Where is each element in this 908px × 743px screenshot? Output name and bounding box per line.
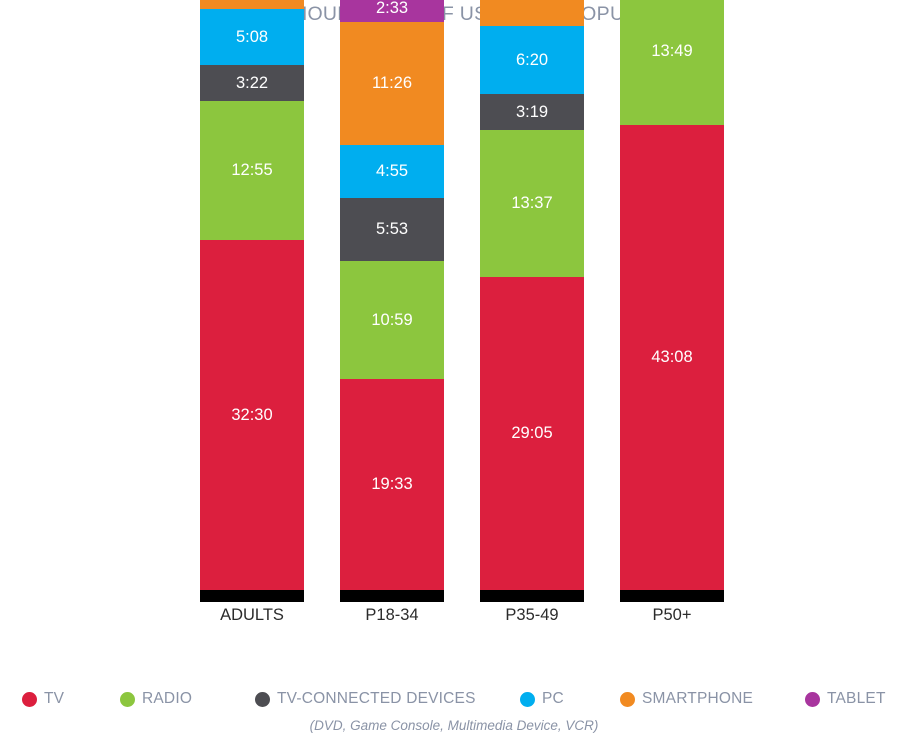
bar-segment: 13:37 — [480, 130, 584, 277]
bar-segment: 12:55 — [200, 100, 304, 240]
bar-segment: 19:33 — [340, 379, 444, 590]
legend-item[interactable]: PC — [520, 690, 564, 708]
legend-swatch-icon — [22, 691, 37, 707]
legend-swatch-icon — [620, 691, 635, 707]
legend-label: PC — [542, 690, 564, 707]
category-label: P50+ — [652, 606, 692, 624]
legend-label: TV-CONNECTED DEVICES — [277, 690, 476, 707]
bar-segment-value: 13:37 — [511, 194, 553, 213]
bar-base-strip — [480, 590, 584, 602]
bar-segment: 43:08 — [620, 125, 724, 590]
bar-segment-value: 32:30 — [231, 405, 273, 424]
bar-segment: 6:20 — [480, 26, 584, 95]
legend-label: TV — [44, 690, 65, 707]
bar-segment-value: 4:55 — [375, 162, 409, 181]
legend-subnote: (DVD, Game Console, Multimedia Device, V… — [309, 718, 599, 733]
bar-segment: 4:55 — [340, 144, 444, 198]
bar-base-strip — [340, 590, 444, 602]
bar-segment: 32:30 — [200, 239, 304, 590]
chart-legend: TV RADIO TV-CONNECTED DEVICES PC SMARTPHONE T… — [0, 690, 908, 720]
bar-segment: 11:26 — [340, 21, 444, 145]
legend-item[interactable]: TABLET — [805, 690, 886, 708]
bar-segment-value: 12:55 — [231, 161, 273, 180]
legend-label: RADIO — [142, 690, 193, 707]
bar-segment: 10:30 — [480, 0, 584, 27]
bar-segment: 13:49 — [620, 0, 724, 126]
category-label: P18-34 — [365, 606, 419, 624]
bar-base-strip — [620, 590, 724, 602]
legend-item[interactable]: RADIO — [120, 690, 192, 708]
bar-segment-value: 10:59 — [371, 311, 413, 330]
bar-segment-value: 3:19 — [515, 103, 549, 122]
bar-segment: 5:53 — [340, 197, 444, 262]
legend-item[interactable]: TV — [22, 690, 64, 708]
bar-segment-value: 13:49 — [651, 41, 693, 60]
legend-swatch-icon — [805, 691, 820, 707]
legend-label: TABLET — [827, 690, 886, 707]
bar-segment-value: 19:33 — [371, 475, 413, 494]
bar-segment-value: 43:08 — [651, 348, 693, 367]
category-label: P35-49 — [505, 606, 559, 624]
bar-segment-value: 5:53 — [375, 220, 409, 239]
bar-segment: 29:05 — [480, 276, 584, 590]
bar-segment: 3:19 — [480, 94, 584, 131]
bar-segment-value: 6:20 — [515, 51, 549, 70]
chart-title: WEEKLY HOURS:MINS OF USAGE (IN POPULATIO… — [206, 3, 702, 25]
category-label: ADULTS — [220, 606, 284, 624]
bar-segment-value: 29:05 — [511, 424, 553, 443]
bar-segment-value: 5:08 — [235, 27, 269, 46]
legend-item[interactable]: TV-CONNECTED DEVICES — [255, 690, 476, 708]
legend-item[interactable]: SMARTPHONE — [620, 690, 753, 708]
bar-base-strip — [200, 590, 304, 602]
chart-plot-area: 2:398:255:083:2212:5532:30ADULTS2:3311:2… — [0, 0, 908, 625]
bar-segment-value: 3:22 — [235, 73, 269, 92]
bar-segment-value: 2:33 — [375, 0, 409, 17]
bar-segment-value: 11:26 — [371, 74, 413, 93]
legend-label: SMARTPHONE — [642, 690, 754, 707]
legend-swatch-icon — [520, 691, 535, 707]
legend-swatch-icon — [120, 691, 135, 707]
bar-segment: 5:08 — [200, 9, 304, 65]
bar-segment: 3:22 — [200, 64, 304, 101]
bar-segment: 10:59 — [340, 261, 444, 380]
bar-segment: 2:33 — [340, 0, 444, 22]
bar-segment: 8:25 — [200, 0, 304, 10]
legend-swatch-icon — [255, 691, 270, 707]
bar-stack: 2:33 11:26 4:55 5:53 10:59 19:33 — [340, 0, 444, 590]
